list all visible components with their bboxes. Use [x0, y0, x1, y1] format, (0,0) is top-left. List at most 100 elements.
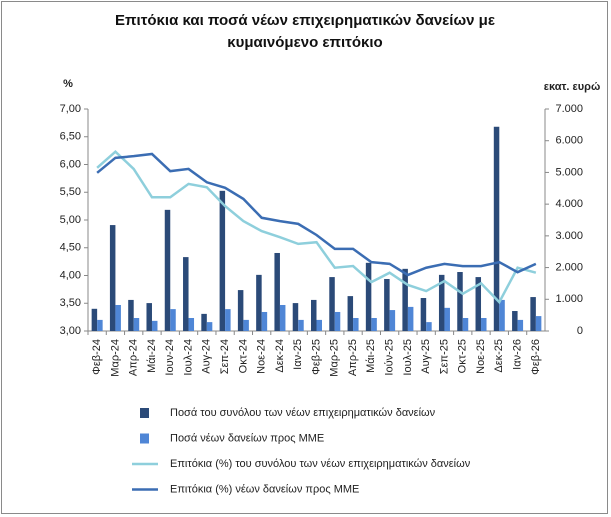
bar	[316, 319, 322, 331]
x-tick-label: Σεπ-25	[438, 339, 450, 374]
y2-tick-label: 1.000	[555, 293, 583, 305]
bar	[151, 320, 158, 331]
bar	[91, 308, 98, 331]
bar	[365, 262, 372, 331]
bar	[353, 317, 359, 331]
x-tick-label: Ιαν-25	[292, 339, 304, 370]
bar	[219, 190, 226, 331]
y-tick-label: 5,00	[60, 214, 81, 226]
x-tick-label: Ιουν-24	[164, 339, 176, 376]
y-tick-label: 6,00	[60, 158, 81, 170]
y2-tick-label: 3.000	[555, 230, 583, 242]
bar	[164, 209, 171, 331]
x-tick-label: Αυγ-25	[420, 339, 432, 374]
legend-swatch	[140, 408, 149, 418]
bar	[475, 277, 482, 331]
y2-axis-label: εκατ. ευρώ	[544, 81, 601, 93]
bar	[237, 290, 244, 331]
chart-title: Επιτόκια και ποσά νέων επιχειρηματικών δ…	[115, 12, 495, 51]
bar	[481, 317, 487, 331]
bar	[261, 311, 268, 331]
y-tick-label: 4,00	[60, 269, 81, 281]
bar	[274, 252, 280, 331]
bar	[384, 278, 390, 331]
bar	[493, 126, 500, 331]
bar	[279, 304, 286, 331]
bar	[512, 311, 518, 331]
bar	[530, 297, 536, 331]
x-tick-label: Δεκ-24	[274, 339, 286, 373]
legend-swatch	[140, 433, 149, 444]
bar	[499, 299, 505, 331]
x-tick-label: Νοε-24	[256, 339, 268, 374]
y-axis-label: %	[63, 78, 73, 90]
line	[96, 152, 537, 277]
x-tick-label: Αυγ-24	[201, 339, 213, 374]
bar	[371, 317, 377, 331]
x-tick-label: Σεπ-24	[219, 339, 231, 374]
bar	[462, 317, 469, 331]
x-tick-label: Δεκ-25	[493, 339, 505, 373]
bar	[170, 309, 176, 331]
bar	[426, 322, 432, 331]
x-tick-label: Ιαν-26	[511, 339, 523, 370]
bar	[420, 298, 427, 331]
y2-tick-label: 2.000	[555, 261, 583, 273]
bar	[109, 225, 116, 331]
bar	[128, 299, 134, 331]
legend-label: Ποσά του συνόλου των νέων επιχειρηματικώ…	[170, 407, 436, 419]
bar	[183, 257, 189, 331]
bar	[133, 317, 140, 331]
y-tick-label: 7,00	[60, 103, 81, 115]
x-tick-label: Ιουλ-25	[402, 339, 414, 376]
bar	[517, 319, 524, 331]
bar	[243, 319, 249, 331]
bar	[407, 306, 414, 331]
bar	[298, 319, 304, 331]
bar	[225, 309, 231, 331]
bar	[535, 316, 542, 331]
y2-tick-label: 4.000	[555, 198, 583, 210]
bar	[457, 272, 463, 331]
bar	[402, 268, 408, 331]
x-tick-label: Μαρ-24	[109, 339, 121, 377]
bar	[389, 310, 396, 331]
x-tick-label: Μάι-25	[365, 339, 377, 373]
x-tick-label: Απρ-24	[128, 339, 140, 376]
bar	[206, 322, 213, 331]
bar	[438, 274, 445, 331]
y-tick-label: 5,50	[60, 186, 81, 198]
bar	[444, 307, 450, 331]
line	[96, 150, 537, 305]
x-tick-label: Νοε-25	[475, 339, 487, 374]
legend-label: Ποσά νέων δανείων προς ΜΜΕ	[170, 432, 324, 444]
y-tick-label: 3,50	[60, 297, 81, 309]
y-tick-label: 3,00	[60, 325, 81, 337]
x-tick-label: Μάι-24	[146, 339, 158, 373]
x-tick-label: Φεβ-24	[91, 339, 103, 375]
y2-tick-label: 7.000	[555, 103, 583, 115]
bar	[201, 313, 207, 331]
x-tick-label: Φεβ-25	[310, 339, 322, 375]
y-tick-label: 6,50	[60, 131, 81, 143]
x-tick-label: Μαρ-25	[329, 339, 341, 377]
bar	[329, 277, 335, 331]
bar	[146, 303, 152, 331]
bar	[188, 317, 195, 331]
legend-label: Επιτόκια (%) νέων δανείων προς ΜΜΕ	[170, 483, 359, 495]
bar	[97, 319, 103, 331]
y2-tick-label: 0	[577, 325, 583, 337]
y2-tick-label: 5.000	[555, 166, 583, 178]
bar	[334, 311, 341, 331]
y2-tick-label: 6.000	[555, 135, 583, 147]
bar	[256, 274, 262, 331]
x-tick-label: Ιουλ-24	[182, 339, 194, 376]
x-tick-label: Οκτ-25	[457, 339, 469, 373]
y-tick-label: 4,50	[60, 242, 81, 254]
x-tick-label: Απρ-25	[347, 339, 359, 376]
x-tick-label: Οκτ-24	[237, 339, 249, 373]
bar	[347, 296, 354, 331]
